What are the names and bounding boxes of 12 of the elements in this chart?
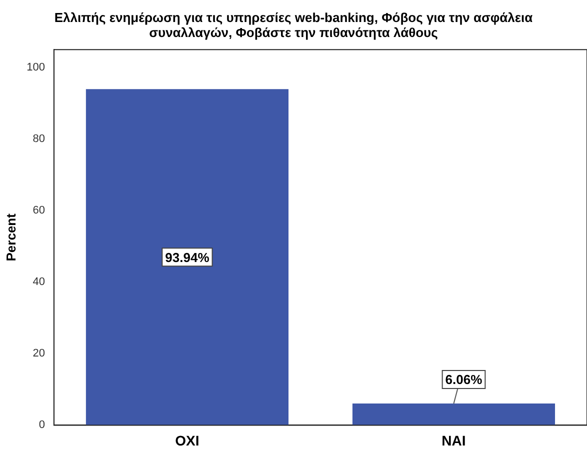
data-label: 93.94%: [165, 250, 210, 265]
y-tick-label: 0: [38, 419, 45, 432]
y-tick-label: 100: [26, 62, 45, 74]
x-tick-label: ΟΧΙ: [175, 432, 200, 448]
x-tick-label: ΝΑΙ: [442, 432, 466, 448]
y-tick-label: 80: [32, 133, 45, 146]
chart-title: Ελλιπής ενημέρωση για τις υπηρεσίες web-banking, Φόβος για την ασφάλεια συναλλαγών, Φοβάστε την πιθανότητα λάθους: [53, 9, 534, 40]
y-tick-label: 20: [32, 348, 45, 360]
y-tick-label: 60: [32, 204, 45, 217]
y-axis-title: Percent: [3, 212, 18, 262]
y-tick-label: 40: [32, 276, 45, 288]
data-label: 6.06%: [445, 372, 483, 388]
